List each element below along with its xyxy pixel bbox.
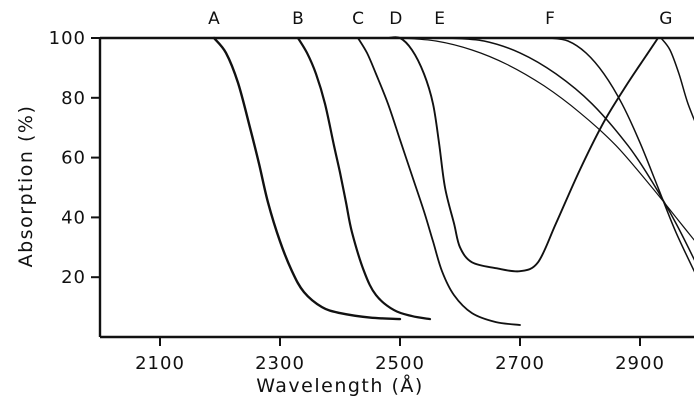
curve-label-D: D xyxy=(389,9,402,29)
x-tick-label: 2700 xyxy=(495,353,545,374)
series-curve-G xyxy=(660,37,694,122)
y-tick-label: 100 xyxy=(49,28,86,49)
series-curve-E2 xyxy=(447,37,694,261)
y-tick-label: 80 xyxy=(61,88,86,109)
curve-label-A: A xyxy=(208,9,220,29)
curve-label-E: E xyxy=(434,9,445,29)
y-tick-label: 40 xyxy=(61,207,86,228)
y-tick-label: 20 xyxy=(61,267,86,288)
x-tick-label: 2500 xyxy=(375,353,425,374)
curve-label-F: F xyxy=(545,9,555,29)
series-lines xyxy=(212,36,694,326)
series-curve-E xyxy=(399,37,694,241)
curve-label-B: B xyxy=(292,9,304,29)
axes xyxy=(98,36,694,339)
series-curve-A xyxy=(212,36,402,321)
y-tick-label: 60 xyxy=(61,148,86,169)
y-axis-title: Absorption (%) xyxy=(15,105,37,268)
curve-label-C: C xyxy=(352,9,364,29)
series-curve-F xyxy=(549,37,694,273)
x-tick-label: 2900 xyxy=(615,353,665,374)
x-axis-title: Wavelength (Å) xyxy=(256,374,424,397)
series-curve-B xyxy=(296,36,432,321)
series-curve-C xyxy=(357,37,521,326)
series-curve-D xyxy=(387,36,659,273)
curve-label-G: G xyxy=(659,9,672,29)
curve-labels: A B C D E F G xyxy=(208,9,672,29)
x-tick-label: 2100 xyxy=(135,353,185,374)
ticks: 20 40 60 80 100 2100 2300 2500 2700 2900 xyxy=(49,28,665,374)
x-tick-label: 2300 xyxy=(255,353,305,374)
